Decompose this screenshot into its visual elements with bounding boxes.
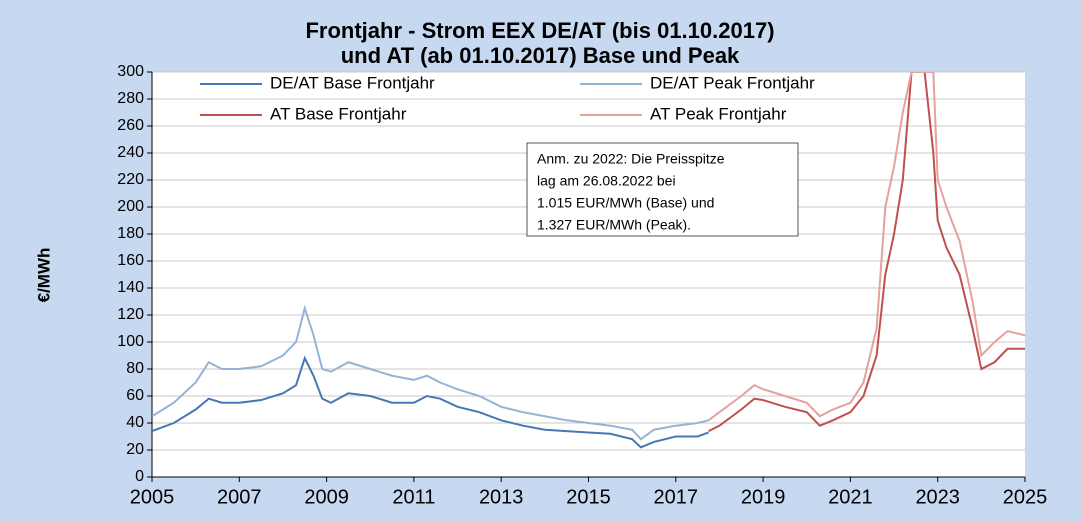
- y-tick-label: 240: [117, 144, 144, 161]
- x-tick-label: 2025: [1003, 486, 1048, 508]
- annotation-text: 1.015 EUR/MWh (Base) und: [537, 195, 714, 211]
- y-tick-label: 20: [126, 441, 144, 458]
- y-tick-label: 120: [117, 306, 144, 323]
- y-tick-label: 180: [117, 225, 144, 242]
- y-tick-label: 160: [117, 252, 144, 269]
- x-tick-label: 2021: [828, 486, 873, 508]
- x-tick-label: 2013: [479, 486, 524, 508]
- y-tick-label: 60: [126, 387, 144, 404]
- x-tick-label: 2017: [654, 486, 699, 508]
- y-axis-label: €/MWh: [34, 248, 53, 303]
- chart-title: Frontjahr - Strom EEX DE/AT (bis 01.10.2…: [305, 18, 774, 43]
- x-tick-label: 2009: [304, 486, 349, 508]
- legend-label: DE/AT Base Frontjahr: [270, 73, 435, 92]
- y-tick-label: 260: [117, 117, 144, 134]
- x-tick-label: 2019: [741, 486, 786, 508]
- x-tick-label: 2015: [566, 486, 611, 508]
- line-series: [708, 72, 1025, 432]
- annotation-text: 1.327 EUR/MWh (Peak).: [537, 217, 691, 233]
- y-tick-label: 200: [117, 198, 144, 215]
- annotation-text: lag am 26.08.2022 bei: [537, 173, 676, 189]
- x-tick-label: 2007: [217, 486, 262, 508]
- line-series: [707, 72, 1025, 422]
- x-tick-label: 2011: [392, 486, 435, 508]
- y-tick-label: 220: [117, 171, 144, 188]
- line-series: [152, 355, 709, 449]
- y-tick-label: 100: [117, 333, 144, 350]
- y-tick-label: 0: [135, 468, 144, 485]
- plot-area: [152, 72, 1025, 477]
- y-tick-label: 300: [117, 63, 144, 80]
- legend-label: AT Base Frontjahr: [270, 104, 407, 123]
- line-series: [152, 304, 709, 441]
- annotation-text: Anm. zu 2022: Die Preisspitze: [537, 151, 725, 167]
- y-tick-label: 140: [117, 279, 144, 296]
- y-tick-label: 80: [126, 360, 144, 377]
- legend-label: DE/AT Peak Frontjahr: [650, 73, 815, 92]
- x-tick-label: 2023: [915, 486, 960, 508]
- annotation-box: [526, 142, 799, 237]
- x-tick-label: 2005: [130, 486, 175, 508]
- legend-label: AT Peak Frontjahr: [650, 104, 787, 123]
- chart-title: und AT (ab 01.10.2017) Base und Peak: [341, 43, 740, 68]
- y-tick-label: 280: [117, 90, 144, 107]
- y-tick-label: 40: [126, 414, 144, 431]
